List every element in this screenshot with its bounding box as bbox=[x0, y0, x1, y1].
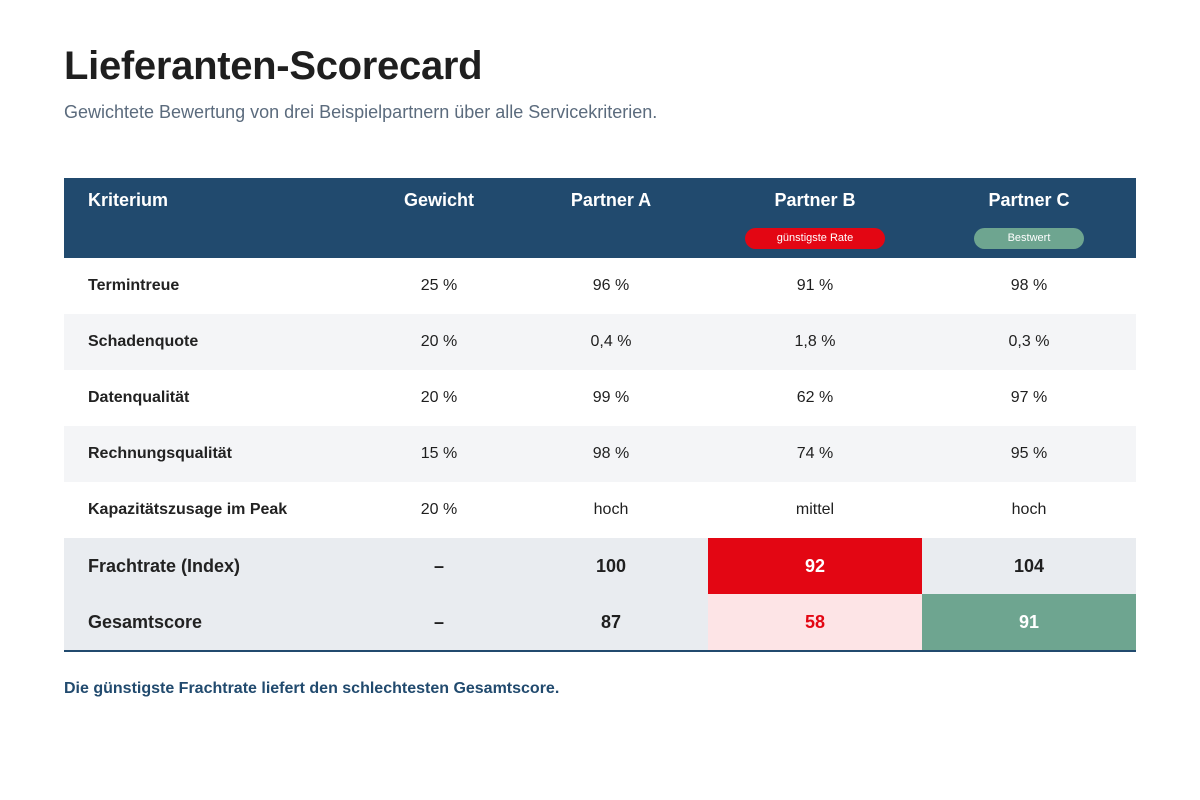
row-partner-a: 99 % bbox=[592, 389, 630, 406]
row-criterion: Termintreue bbox=[88, 277, 180, 294]
row-partner-a: 96 % bbox=[592, 277, 630, 294]
row-partner-c: 104 bbox=[1013, 556, 1045, 576]
row-partner-c: 0,3 % bbox=[1008, 333, 1050, 350]
row-partner-b-highlight: 58 bbox=[708, 594, 922, 650]
row-partner-b: 1,8 % bbox=[794, 333, 836, 350]
table-row: Kapazitätszusage im Peak 20 % hoch mitte… bbox=[64, 482, 1136, 538]
row-weight: – bbox=[433, 556, 444, 576]
badge-cheapest-rate: günstigste Rate bbox=[745, 228, 885, 249]
column-header-partner-a: Partner A bbox=[570, 190, 652, 210]
footer-note: Die günstigste Frachtrate liefert den sc… bbox=[64, 680, 560, 697]
row-partner-b-highlight: 92 bbox=[708, 538, 922, 594]
row-criterion: Schadenquote bbox=[88, 333, 199, 350]
table-row: Schadenquote 20 % 0,4 % 1,8 % 0,3 % bbox=[64, 314, 1136, 370]
row-weight: 20 % bbox=[420, 389, 458, 406]
page-subtitle: Gewichtete Bewertung von drei Beispielpa… bbox=[64, 102, 658, 122]
row-partner-b: mittel bbox=[795, 501, 835, 518]
badge-best-value: Bestwert bbox=[974, 228, 1084, 249]
row-weight: 25 % bbox=[420, 277, 458, 294]
column-header-gewicht: Gewicht bbox=[403, 190, 474, 210]
column-header-partner-c: Partner C Bestwert bbox=[922, 178, 1136, 258]
row-partner-c: 98 % bbox=[1010, 277, 1048, 294]
table-row: Termintreue 25 % 96 % 91 % 98 % bbox=[64, 258, 1136, 314]
row-partner-c: 97 % bbox=[1010, 389, 1048, 406]
row-partner-a: hoch bbox=[593, 501, 629, 518]
row-criterion: Frachtrate (Index) bbox=[88, 556, 241, 576]
row-partner-a: 98 % bbox=[592, 445, 630, 462]
page-title: Lieferanten-Scorecard bbox=[64, 44, 483, 88]
row-partner-c: hoch bbox=[1011, 501, 1047, 518]
table-row: Rechnungsqualität 15 % 98 % 74 % 95 % bbox=[64, 426, 1136, 482]
row-criterion: Rechnungsqualität bbox=[88, 445, 233, 462]
row-weight: 20 % bbox=[420, 501, 458, 518]
row-partner-a: 100 bbox=[595, 556, 627, 576]
table-header: Kriterium Gewicht Partner A Partner B gü… bbox=[64, 178, 1136, 258]
summary-row-total-score: Gesamtscore – 87 58 91 bbox=[64, 594, 1136, 650]
column-header-partner-b: Partner B günstigste Rate bbox=[708, 178, 922, 258]
row-weight: 20 % bbox=[420, 333, 458, 350]
row-partner-c: 95 % bbox=[1010, 445, 1048, 462]
row-partner-b: 62 % bbox=[796, 389, 834, 406]
row-partner-b: 74 % bbox=[796, 445, 834, 462]
row-partner-b: 91 % bbox=[796, 277, 834, 294]
row-partner-c-highlight: 91 bbox=[922, 594, 1136, 650]
row-weight: – bbox=[433, 612, 444, 632]
scorecard-table: Kriterium Gewicht Partner A Partner B gü… bbox=[64, 178, 1136, 652]
table-row: Datenqualität 20 % 99 % 62 % 97 % bbox=[64, 370, 1136, 426]
row-criterion: Datenqualität bbox=[88, 389, 190, 406]
row-criterion: Gesamtscore bbox=[88, 612, 203, 632]
row-weight: 15 % bbox=[420, 445, 458, 462]
row-criterion: Kapazitätszusage im Peak bbox=[88, 501, 288, 518]
row-partner-a: 87 bbox=[600, 612, 622, 632]
table-bottom-rule bbox=[64, 650, 1136, 652]
summary-row-freight-rate: Frachtrate (Index) – 100 92 104 bbox=[64, 538, 1136, 594]
row-partner-a: 0,4 % bbox=[590, 333, 632, 350]
column-header-kriterium: Kriterium bbox=[88, 190, 169, 210]
